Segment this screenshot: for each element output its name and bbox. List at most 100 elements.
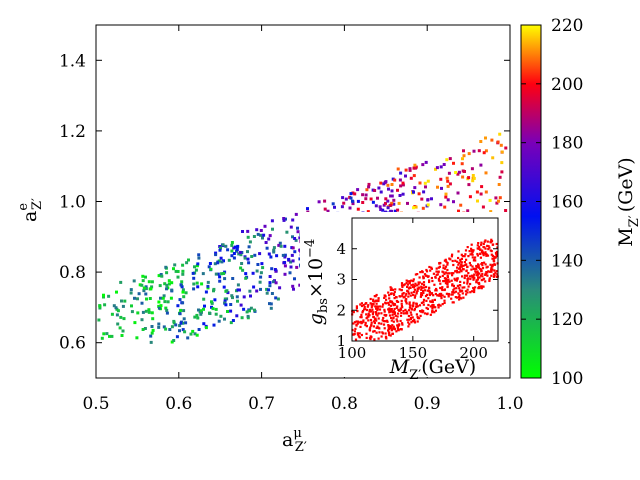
main-point (406, 201, 409, 205)
main-point (240, 251, 244, 254)
inset-point (472, 286, 475, 290)
inset-point (422, 276, 425, 279)
main-point (379, 208, 383, 211)
inset-point (405, 302, 408, 305)
main-point (468, 195, 472, 199)
inset-point (458, 294, 461, 297)
main-point (399, 171, 403, 175)
inset-point (387, 324, 390, 327)
inset-point (363, 305, 366, 308)
inset-point (471, 265, 474, 268)
inset-point (368, 314, 371, 317)
inset-point (375, 302, 378, 305)
main-point (323, 199, 327, 203)
inset-point (482, 285, 485, 288)
main-point (462, 154, 466, 158)
main-point (404, 168, 408, 172)
main-point (461, 157, 464, 161)
inset-point (467, 285, 470, 288)
inset-point (464, 290, 467, 293)
main-point (209, 267, 213, 271)
main-point (157, 274, 161, 278)
main-point (259, 275, 263, 279)
inset-point (402, 312, 405, 315)
inset-point (409, 316, 412, 319)
main-point (244, 276, 248, 280)
main-point (203, 304, 206, 308)
inset-point (450, 255, 453, 258)
main-point (235, 249, 238, 253)
inset-point (434, 276, 437, 279)
inset-point (416, 273, 419, 276)
inset-point (458, 271, 461, 274)
main-point (195, 333, 199, 337)
main-point (268, 275, 272, 278)
inset-point (443, 280, 446, 283)
inset-point (455, 279, 458, 282)
main-point (110, 312, 114, 316)
main-point (497, 199, 500, 203)
main-point (414, 205, 418, 209)
main-point (439, 165, 443, 169)
inset-point (486, 265, 489, 268)
main-point (243, 256, 247, 260)
main-point (164, 306, 168, 310)
main-point (484, 190, 488, 194)
inset-point (368, 329, 372, 332)
inset-point (488, 277, 491, 280)
inset-point (446, 263, 449, 266)
main-point (195, 281, 199, 285)
main-point (287, 257, 291, 261)
main-point (202, 297, 206, 301)
inset-point (402, 296, 405, 299)
main-point (201, 272, 205, 276)
inset-point (451, 293, 454, 296)
inset-point (358, 321, 361, 324)
inset-point (477, 286, 481, 289)
inset-scatter-points (351, 238, 499, 341)
inset-x-title-sub: Z′ (409, 368, 421, 383)
main-point (439, 177, 443, 181)
inset-point (465, 269, 468, 273)
inset-point (384, 320, 387, 323)
inset-point (483, 261, 486, 264)
main-point (223, 297, 227, 301)
inset-point (361, 311, 364, 314)
main-point (105, 332, 109, 336)
inset-point (375, 331, 378, 334)
inset-point (488, 246, 491, 249)
main-point (202, 307, 205, 311)
inset-point (353, 321, 356, 324)
main-point (141, 310, 145, 314)
main-point (461, 175, 465, 179)
inset-point (476, 271, 480, 274)
main-point (180, 285, 184, 289)
inset-point (383, 310, 386, 313)
main-point (331, 202, 335, 206)
inset-point (438, 292, 441, 296)
main-point (268, 234, 272, 238)
inset-point (476, 270, 479, 273)
inset-point (408, 282, 411, 285)
main-point (130, 304, 133, 308)
inset-point (454, 290, 458, 293)
inset-point (482, 254, 485, 257)
inset-point (473, 273, 476, 276)
inset-point (481, 264, 484, 267)
main-point (206, 280, 210, 284)
inset-point (428, 279, 431, 282)
main-point (291, 218, 295, 222)
inset-point (390, 325, 393, 328)
inset-point (474, 256, 477, 259)
main-point (102, 293, 105, 297)
main-point (263, 224, 267, 228)
main-point (497, 183, 501, 186)
inset-point (438, 279, 441, 282)
inset-point (470, 268, 473, 271)
main-point (379, 181, 383, 185)
main-point (142, 286, 146, 290)
inset-point (426, 313, 429, 316)
inset-point (430, 276, 433, 280)
main-point (236, 299, 239, 303)
inset-point (412, 305, 415, 308)
